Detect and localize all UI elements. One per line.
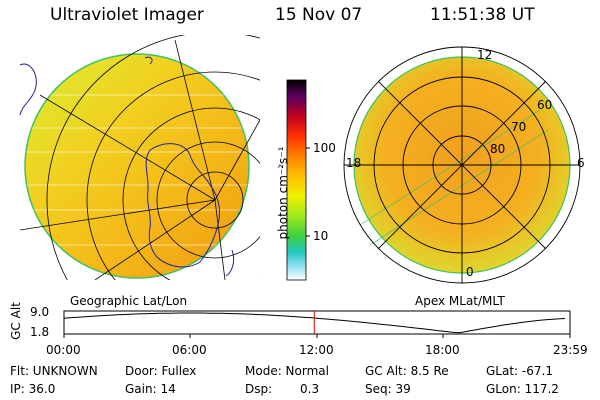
alt-tick-high: 9.0 xyxy=(30,305,50,319)
info-glon: GLon: 117.2 xyxy=(486,382,559,396)
colorbar-tick-100: 100 xyxy=(313,141,336,155)
instrument-title: Ultraviolet Imager xyxy=(50,5,204,25)
apex-caption: Apex MLat/MLT xyxy=(415,294,505,308)
image-time: 11:51:38 UT xyxy=(430,5,535,25)
info-gc-alt: GC Alt: 8.5 Re xyxy=(365,364,449,378)
colorbar xyxy=(286,79,310,281)
mlt-label-18: 18 xyxy=(346,156,362,170)
mlt-label-12: 12 xyxy=(477,48,493,62)
time-tick-1200: 12:00 xyxy=(299,343,334,357)
info-flt: Flt: UNKNOWN xyxy=(10,364,98,378)
info-dsp-value: 0.3 xyxy=(300,382,320,396)
alt-axis-label: GC Alt xyxy=(9,302,23,340)
earth-disk xyxy=(24,53,250,279)
alt-tick-low: 1.8 xyxy=(30,325,50,339)
colorbar-tick-10: 10 xyxy=(313,229,329,243)
geographic-caption: Geographic Lat/Lon xyxy=(70,294,188,308)
info-gain: Gain: 14 xyxy=(125,382,176,396)
info-seq: Seq: 39 xyxy=(365,382,411,396)
mlat-label-70: 70 xyxy=(511,120,527,134)
time-tick-1800: 18:00 xyxy=(425,343,460,357)
info-mode: Mode: Normal xyxy=(245,364,329,378)
mlat-label-80: 80 xyxy=(490,142,506,156)
info-glat: GLat: -67.1 xyxy=(486,364,553,378)
info-ip: IP: 36.0 xyxy=(10,382,56,396)
info-dsp-label: Dsp: xyxy=(245,382,273,396)
mlt-label-0: 0 xyxy=(466,265,474,279)
mlat-label-60: 60 xyxy=(537,98,553,112)
longitude-grid xyxy=(19,39,260,280)
coastline xyxy=(145,143,221,268)
info-door: Door: Fullex xyxy=(125,364,197,378)
time-tick-0000: 00:00 xyxy=(46,343,81,357)
mlt-label-6: 6 xyxy=(577,156,585,170)
time-tick-0600: 06:00 xyxy=(172,343,207,357)
image-date: 15 Nov 07 xyxy=(275,5,363,25)
altitude-plot xyxy=(63,310,571,338)
colorbar-unit-label: photon cm⁻²s⁻¹ xyxy=(276,146,290,240)
polar-plot xyxy=(343,46,581,284)
time-tick-2359: 23:59 xyxy=(553,343,588,357)
latitude-grid xyxy=(46,35,260,280)
mlt-spokes xyxy=(344,47,580,283)
